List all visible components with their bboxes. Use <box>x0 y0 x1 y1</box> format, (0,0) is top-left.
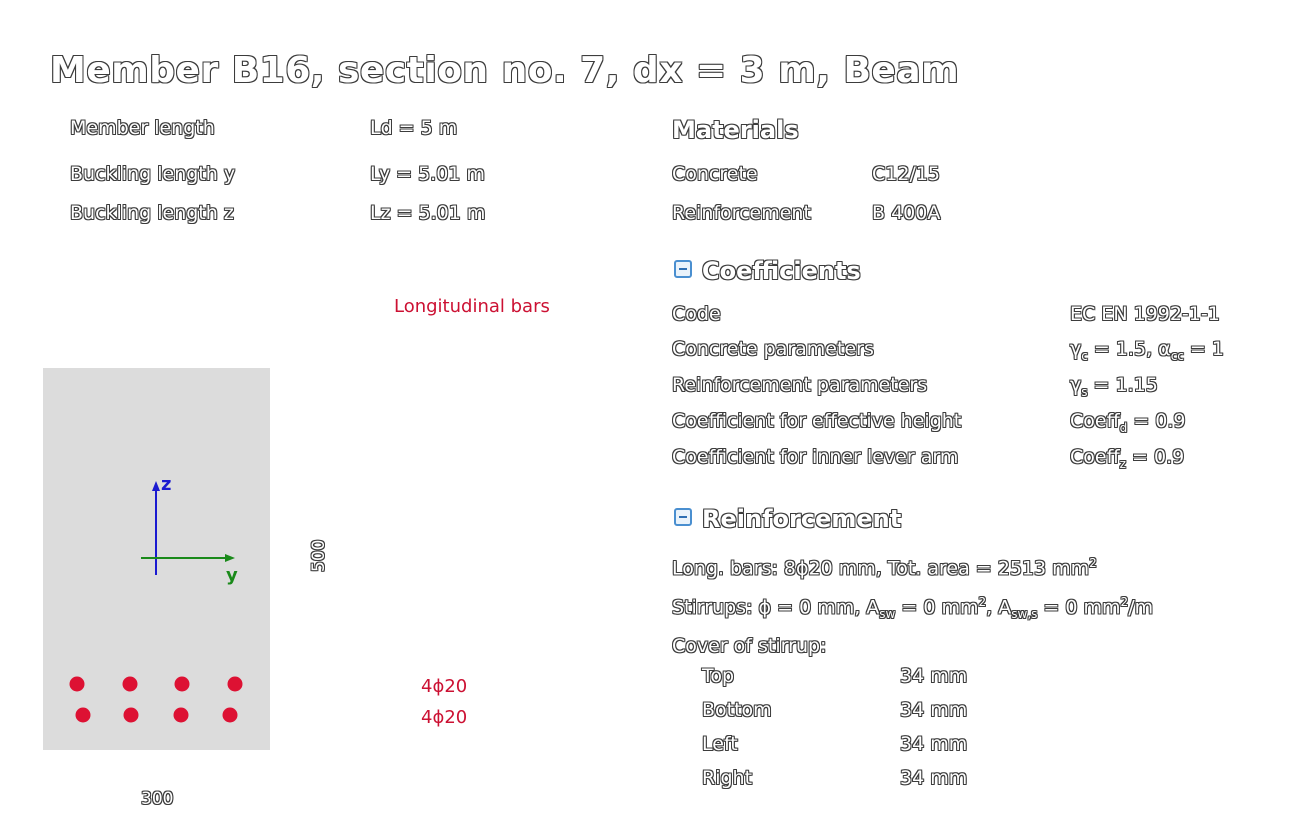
rebar-dot <box>122 676 138 692</box>
reinforcement-parameters-value: γs = 1.15 <box>1070 374 1158 399</box>
rebar-dot <box>174 676 190 692</box>
collapse-coefficients-icon[interactable] <box>674 260 692 278</box>
effective-height-label: Coefficient for effective height <box>672 410 962 432</box>
section-width-dimension: 300 <box>141 789 174 809</box>
cover-bottom-label: Bottom <box>702 699 772 721</box>
cover-top-value: 34 mm <box>900 665 968 687</box>
reinforcement-parameters-label: Reinforcement parameters <box>672 374 928 396</box>
cover-bottom-value: 34 mm <box>900 699 968 721</box>
inner-lever-arm-label: Coefficient for inner lever arm <box>672 446 959 468</box>
buckling-length-y-label: Buckling length y <box>70 163 236 185</box>
member-length-value: Ld = 5 m <box>370 117 458 139</box>
stirrup-area: 0 <box>923 596 936 619</box>
z-axis-arrow-icon <box>152 481 160 491</box>
reinforcement-material-value: B 400A <box>872 202 941 224</box>
long-bars-value: Long. bars: 8ϕ20 mm, Tot. area = 2513 mm <box>672 557 1090 580</box>
long-bars-exponent: 2 <box>1089 556 1097 570</box>
rebar-dot <box>222 707 238 723</box>
code-label: Code <box>672 303 721 325</box>
concrete-parameters-value: γc = 1.5, αcc = 1 <box>1070 338 1224 363</box>
cover-left-label: Left <box>702 733 738 755</box>
buckling-length-z-label: Buckling length z <box>70 202 234 224</box>
stirrup-area-per-length: 0 <box>1065 596 1078 619</box>
cover-right-label: Right <box>702 767 753 789</box>
cover-top-label: Top <box>702 665 735 687</box>
rebar-dot <box>123 707 139 723</box>
gamma-c-value: 1.5 <box>1115 338 1147 360</box>
top-bar-group-label: 4ϕ20 <box>421 676 468 697</box>
y-axis-arrow-icon <box>225 554 235 562</box>
cross-section-drawing <box>43 368 270 750</box>
page-title: Member B16, section no. 7, dx = 3 m, Bea… <box>50 50 960 91</box>
concrete-label: Concrete <box>672 163 758 185</box>
coefficients-heading: Coefficients <box>702 257 861 285</box>
longitudinal-bars-caption: Longitudinal bars <box>394 296 550 317</box>
cover-of-stirrup-label: Cover of stirrup: <box>672 635 827 657</box>
section-height-dimension: 500 <box>309 539 329 572</box>
coeff-d-value: 0.9 <box>1155 410 1186 432</box>
z-axis-label: z <box>161 474 172 495</box>
stirrups-text: Stirrups: ϕ = 0 mm, Asw = 0 mm2, Asw,s =… <box>672 595 1154 622</box>
materials-heading: Materials <box>672 116 799 144</box>
rebar-dot <box>173 707 189 723</box>
bottom-bar-group-label: 4ϕ20 <box>421 707 468 728</box>
cover-right-value: 34 mm <box>900 767 968 789</box>
concrete-value: C12/15 <box>872 163 941 185</box>
rebar-dot <box>227 676 243 692</box>
long-bars-text: Long. bars: 8ϕ20 mm, Tot. area = 2513 mm… <box>672 556 1097 579</box>
reinforcement-heading: Reinforcement <box>702 505 902 533</box>
concrete-parameters-label: Concrete parameters <box>672 338 874 360</box>
y-axis-label: y <box>226 565 238 586</box>
effective-height-value: Coeffd = 0.9 <box>1070 410 1186 435</box>
stirrup-diameter: 0 <box>799 596 812 619</box>
rebar-dot <box>69 676 85 692</box>
buckling-length-z-value: Lz = 5.01 m <box>370 202 486 224</box>
buckling-length-y-value: Ly = 5.01 m <box>370 163 485 185</box>
code-value: EC EN 1992-1-1 <box>1070 303 1220 325</box>
rebar-dot <box>75 707 91 723</box>
alpha-cc-value: 1 <box>1211 338 1224 360</box>
member-length-label: Member length <box>70 117 215 139</box>
collapse-reinforcement-icon[interactable] <box>674 508 692 526</box>
rebar-group <box>69 676 243 723</box>
inner-lever-arm-value: Coeffz = 0.9 <box>1070 446 1185 471</box>
coeff-z-value: 0.9 <box>1153 446 1185 468</box>
gamma-s-value: 1.15 <box>1115 374 1158 396</box>
cover-left-value: 34 mm <box>900 733 968 755</box>
reinforcement-material-label: Reinforcement <box>672 202 811 224</box>
